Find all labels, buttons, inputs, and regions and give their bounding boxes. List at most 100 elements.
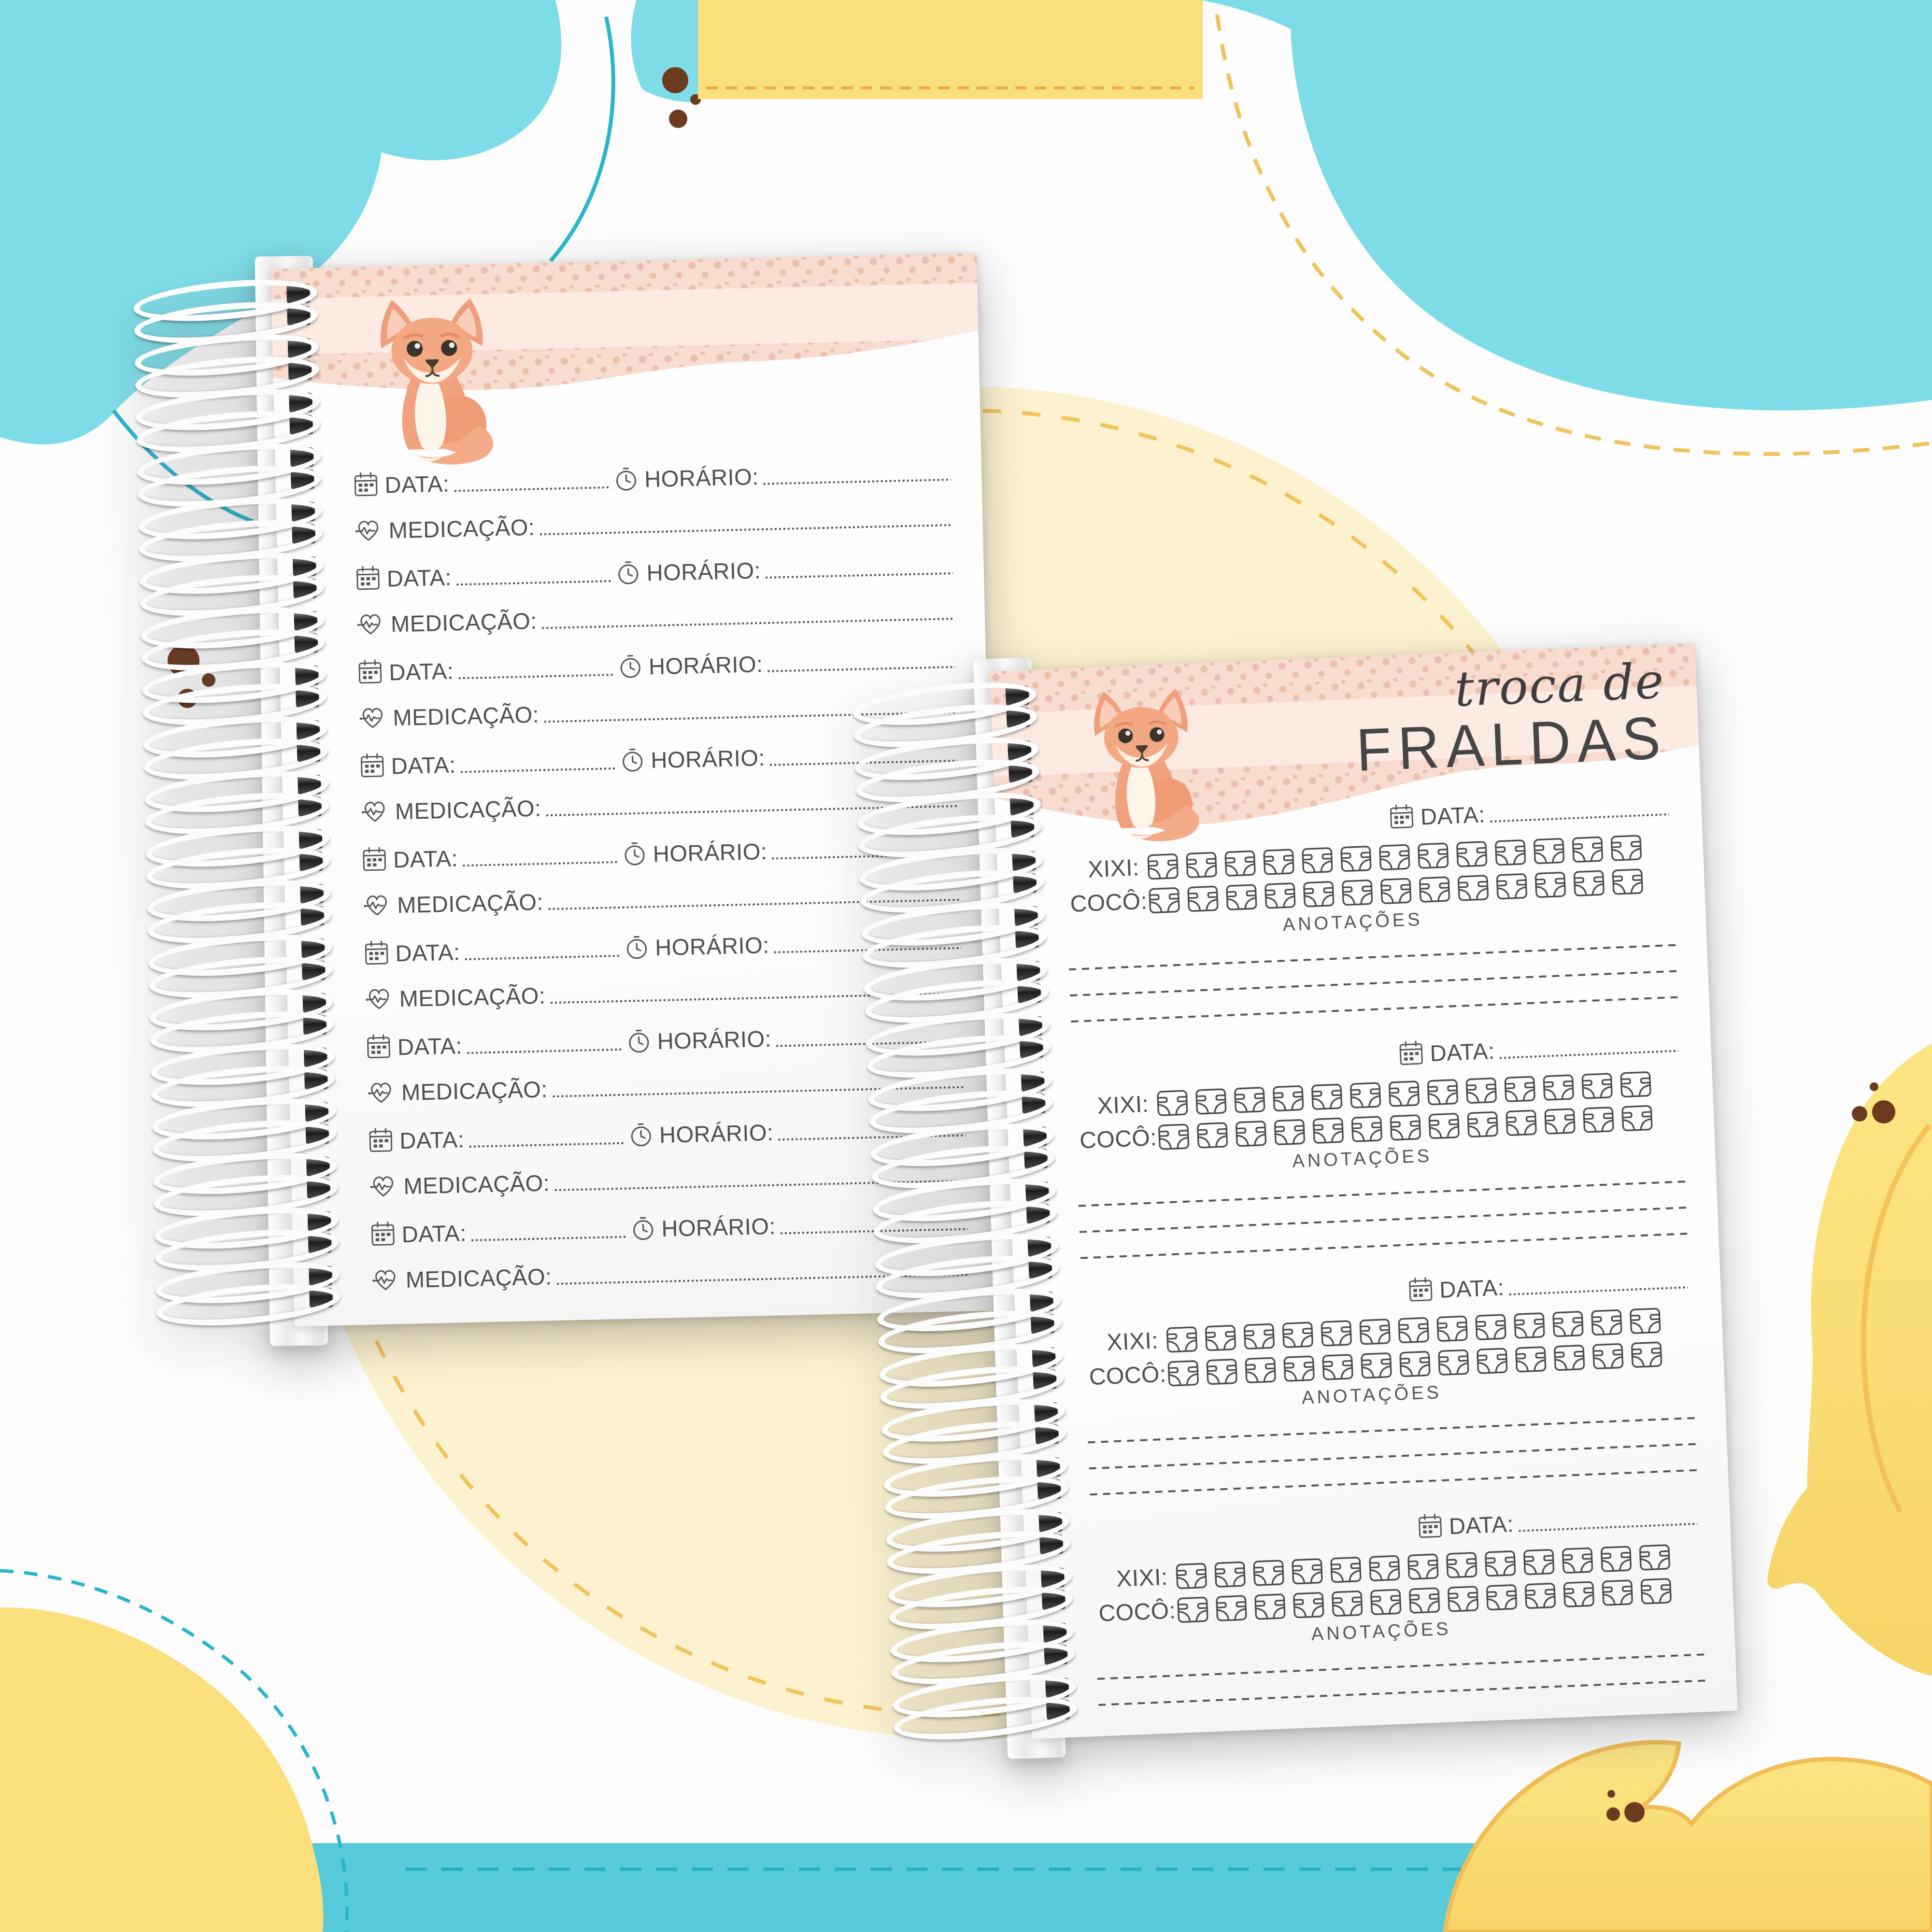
calendar-icon (364, 1033, 393, 1061)
diaper-icon (1485, 1583, 1518, 1612)
diaper-icon (1601, 1578, 1634, 1607)
spiral-ring-pair (144, 819, 332, 896)
spiral-ring-pair (143, 764, 331, 841)
diaper-icon (1291, 1557, 1323, 1586)
diaper-icon (1196, 1121, 1229, 1150)
date-fill-line (1500, 1050, 1678, 1059)
date-fill-line (456, 580, 611, 586)
xixi-label: XIXI: (1106, 1327, 1159, 1356)
coco-label: COCÔ: (1079, 1124, 1158, 1153)
diaper-sections: DATA: XIXI: COCÔ: (995, 788, 1738, 1739)
clock-icon (629, 1215, 657, 1242)
brown-dots-bird-lower (1606, 1790, 1645, 1822)
date-fill-line (1490, 813, 1669, 823)
calendar-icon (1396, 1039, 1425, 1068)
note-fill-line (1090, 1469, 1699, 1496)
diaper-icon (1505, 1108, 1537, 1137)
date-label: DATA: (386, 564, 452, 592)
date-fill-line (463, 861, 618, 867)
spiral-ring-pair (860, 895, 1049, 976)
spiral-ring-pair (140, 655, 328, 732)
spiral-ring-pair (870, 1171, 1060, 1251)
time-label: HORÁRIO: (654, 932, 770, 961)
coco-label: COCÔ: (1098, 1597, 1177, 1627)
date-label: DATA: (1420, 801, 1486, 830)
time-label: HORÁRIO: (653, 838, 767, 867)
diaper-icon (1418, 875, 1451, 904)
diaper-icon (1244, 1356, 1277, 1385)
time-label: HORÁRIO: (657, 1025, 772, 1054)
diaper-icon (1339, 844, 1372, 874)
title-caps: FRALDAS (1355, 705, 1668, 784)
diaper-icon (1611, 867, 1644, 896)
diaper-day-section: DATA: XIXI: COCÔ: (1005, 1024, 1719, 1289)
notes-lines (1078, 1180, 1690, 1259)
diaper-icon (1213, 1560, 1246, 1589)
diaper-icon (1543, 1107, 1576, 1136)
diaper-icon (1186, 884, 1219, 914)
spiral-ring-pair (881, 1447, 1070, 1527)
diaper-icon (1524, 1581, 1557, 1611)
fox-illustration (356, 293, 509, 468)
diaper-icon (1638, 1543, 1671, 1572)
date-fill-line (467, 1048, 622, 1054)
medication-label: MEDICAÇÃO: (405, 1264, 553, 1293)
time-fill-line (766, 572, 953, 579)
diaper-icon (1350, 1114, 1383, 1144)
heart-pulse-icon (357, 702, 388, 732)
diaper-icon (1262, 847, 1295, 877)
medication-label: MEDICAÇÃO: (395, 795, 542, 824)
diaper-icon (1426, 1078, 1459, 1107)
fox-illustration (1071, 683, 1214, 846)
calendar-icon (356, 658, 384, 686)
diaper-icon (1235, 1119, 1267, 1149)
diaper-icon (1406, 1552, 1439, 1581)
notes-lines (1097, 1653, 1708, 1706)
top-left-cyan-blob (0, 0, 701, 708)
medication-entry: DATA: HORÁRIO: MEDICAÇÃO: (352, 455, 956, 544)
diaper-icon (1466, 1110, 1499, 1139)
diaper-icon (1331, 1589, 1364, 1619)
diaper-icon (1165, 1325, 1198, 1354)
spiral-ring-pair (133, 327, 321, 405)
date-fill-line (460, 767, 615, 773)
diaper-icon (1310, 1082, 1343, 1112)
diaper-icon (1551, 1309, 1584, 1339)
spiral-ring-pair (857, 840, 1046, 921)
diaper-icon (1600, 1544, 1633, 1574)
diaper-icon (1408, 1586, 1441, 1615)
calendar-icon (362, 939, 391, 967)
diaper-day-section: DATA: XIXI: COCÔ: (1014, 1261, 1729, 1526)
diaper-icon (1620, 1104, 1653, 1133)
notes-lines (1088, 1417, 1699, 1496)
spiral-ring-pair (862, 950, 1051, 1031)
time-label: HORÁRIO: (644, 464, 759, 492)
date-label: DATA: (393, 845, 458, 873)
note-fill-line (1071, 996, 1680, 1023)
diaper-icon (1368, 1554, 1401, 1583)
date-label: DATA: (1429, 1037, 1495, 1066)
clock-icon (627, 1121, 655, 1149)
date-fill-line (1509, 1286, 1688, 1296)
date-fill-line (469, 1142, 624, 1148)
date-label: DATA: (1439, 1274, 1505, 1303)
diaper-icon (1630, 1340, 1663, 1369)
time-label: HORÁRIO: (659, 1119, 774, 1148)
spiral-ring-pair (132, 273, 320, 350)
diaper-icon (1437, 1348, 1470, 1378)
xixi-label: XIXI: (1096, 1091, 1150, 1119)
diaper-icon (1349, 1080, 1382, 1110)
page-title: troca de FRALDAS (1340, 653, 1668, 784)
diaper-icon (1215, 1593, 1248, 1623)
diaper-icon (1563, 1579, 1595, 1609)
clock-icon (614, 559, 642, 587)
note-fill-line (1088, 1417, 1697, 1444)
spiral-ring-pair (154, 1255, 342, 1332)
spiral-ring-pair (855, 785, 1044, 865)
diaper-icon (1194, 1087, 1227, 1116)
diaper-icon (1398, 1350, 1431, 1379)
brown-dots-left (168, 645, 215, 708)
calendar-icon (354, 564, 382, 593)
diaper-icon (1147, 852, 1179, 881)
medication-label: MEDICAÇÃO: (399, 982, 546, 1012)
